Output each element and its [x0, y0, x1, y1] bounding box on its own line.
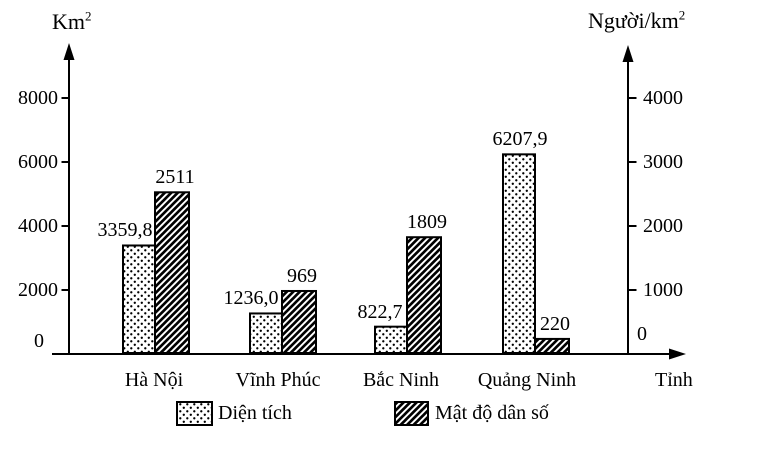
left-axis-tick-label: 2000: [18, 279, 58, 301]
bar-mat-do-dan-so: [406, 236, 442, 354]
legend-swatch-mat-do-dan-so: [394, 401, 429, 426]
legend-label-dien-tich: Diện tích: [218, 402, 292, 424]
legend-swatch-dien-tich: [176, 401, 213, 426]
category-label: Quảng Ninh: [477, 369, 577, 391]
left-axis-title-text: Km: [52, 9, 85, 34]
bar-dien-tich: [374, 325, 408, 355]
right-axis-tick-label: 3000: [643, 151, 683, 173]
right-axis-arrowhead-icon: [622, 45, 634, 62]
value-label-dien-tich: 3359,8: [97, 219, 153, 242]
value-label-dien-tich: 1236,0: [223, 287, 279, 310]
left-axis-tick-label: 6000: [18, 151, 58, 173]
right-axis-tick-label: 2000: [643, 215, 683, 237]
value-label-mat-do-dan-so: 2511: [155, 166, 195, 189]
left-axis-tick-label: 4000: [18, 215, 58, 237]
x-axis-arrowhead-icon: [669, 348, 686, 360]
x-axis-title: Tỉnh: [655, 369, 693, 391]
value-label-mat-do-dan-so: 1809: [407, 211, 447, 234]
right-axis-title-sup: 2: [678, 7, 686, 23]
right-axis-title-text: Người/km: [588, 8, 679, 33]
bar-dien-tich: [122, 244, 156, 355]
value-label-dien-tich: 6207,9: [492, 128, 548, 151]
left-axis-tick-label: 0: [34, 330, 44, 352]
bar-dien-tich: [502, 153, 536, 354]
bar-mat-do-dan-so: [281, 289, 317, 355]
right-axis-tick-label: 1000: [643, 279, 683, 301]
left-axis-tick-label: 8000: [18, 87, 58, 109]
bar-mat-do-dan-so: [154, 191, 190, 354]
category-label: Bắc Ninh: [362, 369, 440, 391]
legend-label-mat-do-dan-so: Mật độ dân số: [435, 402, 549, 424]
value-label-mat-do-dan-so: 220: [540, 312, 570, 335]
ticks-layer: [61, 97, 637, 291]
right-axis-tick-label: 0: [637, 323, 647, 345]
left-axis-title-sup: 2: [85, 8, 92, 24]
right-axis-tick-label: 4000: [643, 87, 683, 109]
right-axis-title: Người/km2: [588, 8, 685, 34]
category-label: Hà Nội: [124, 369, 184, 391]
bars-layer: [122, 153, 570, 355]
value-label-dien-tich: 822,7: [357, 300, 403, 323]
left-axis-title: Km2: [52, 9, 92, 35]
bar-dien-tich: [249, 312, 283, 354]
bar-mat-do-dan-so: [534, 337, 570, 355]
left-axis-arrowhead-icon: [63, 43, 75, 60]
category-label: Vĩnh Phúc: [235, 369, 321, 391]
value-label-mat-do-dan-so: 969: [287, 264, 317, 287]
